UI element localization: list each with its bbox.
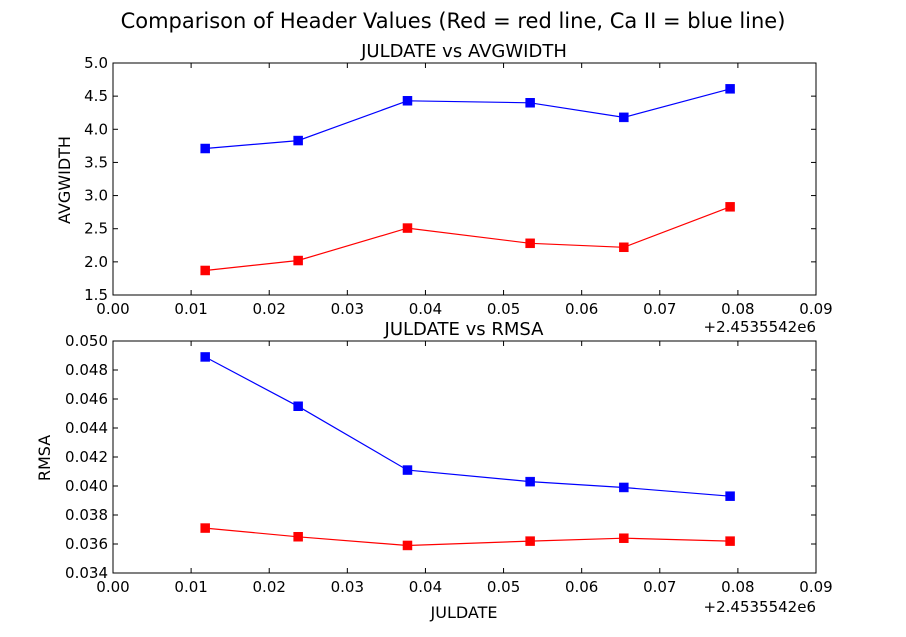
data-point <box>402 96 413 106</box>
data-point <box>293 255 303 266</box>
y-tick-label: 0.040 <box>65 477 108 495</box>
data-point <box>293 532 303 542</box>
data-point <box>402 223 413 233</box>
data-point <box>402 540 413 551</box>
data-point <box>725 84 735 94</box>
data-point <box>200 523 210 533</box>
x-offset-label-rmsa: +2.4535542e6 <box>704 598 816 616</box>
y-tick-label: 0.042 <box>65 448 108 466</box>
y-axis-label-avgwidth: AVGWIDTH <box>55 136 74 224</box>
y-tick-label: 0.036 <box>65 535 108 553</box>
x-tick-label: 0.04 <box>409 300 442 318</box>
x-offset-label-avgwidth: +2.4535542e6 <box>704 318 816 336</box>
y-tick-label: 0.038 <box>65 506 108 524</box>
y-tick-label: 5.0 <box>84 54 108 72</box>
data-point <box>200 143 210 154</box>
plot-frame-avgwidth <box>112 62 817 296</box>
x-tick-label: 0.02 <box>253 578 286 596</box>
y-tick-label: 4.5 <box>84 87 108 105</box>
x-tick-label: 0.07 <box>643 578 676 596</box>
x-tick-label: 0.01 <box>174 300 207 318</box>
data-point <box>525 98 535 108</box>
series-line <box>204 356 731 497</box>
data-point <box>725 491 735 501</box>
rmsa-panel: JULDATE vs RMSA RMSA JULDATE +2.4535542e… <box>35 319 833 622</box>
data-point <box>725 202 735 212</box>
figure-suptitle: Comparison of Header Values (Red = red l… <box>121 9 786 33</box>
data-point <box>619 533 629 543</box>
y-tick-label: 0.044 <box>65 419 108 437</box>
panel-title-avgwidth: JULDATE vs AVGWIDTH <box>360 41 567 62</box>
panel-title-rmsa: JULDATE vs RMSA <box>384 319 545 340</box>
x-tick-label: 0.00 <box>96 578 129 596</box>
x-tick-label: 0.03 <box>331 578 364 596</box>
y-tick-label: 4.0 <box>84 120 108 138</box>
data-point <box>293 401 303 411</box>
data-point <box>525 238 535 249</box>
data-point <box>619 242 629 253</box>
x-tick-label: 0.09 <box>799 300 832 318</box>
data-point <box>619 112 629 123</box>
data-point <box>525 476 535 487</box>
x-tick-label: 0.02 <box>253 300 286 318</box>
x-tick-label: 0.06 <box>565 300 598 318</box>
x-tick-label: 0.00 <box>96 300 129 318</box>
x-tick-label: 0.04 <box>409 578 442 596</box>
x-tick-label: 0.05 <box>487 300 520 318</box>
x-tick-label: 0.09 <box>799 578 832 596</box>
x-tick-label: 0.07 <box>643 300 676 318</box>
x-tick-label: 0.05 <box>487 578 520 596</box>
y-tick-label: 0.050 <box>65 332 108 350</box>
data-point <box>402 465 413 475</box>
x-tick-label: 0.01 <box>174 578 207 596</box>
data-point <box>525 536 535 546</box>
y-tick-label: 3.5 <box>84 153 108 171</box>
x-tick-label: 0.08 <box>721 300 754 318</box>
avgwidth-panel: JULDATE vs AVGWIDTH AVGWIDTH +2.4535542e… <box>55 41 833 336</box>
data-point <box>293 135 303 146</box>
plot-frame-rmsa <box>112 340 817 574</box>
y-tick-label: 0.048 <box>65 361 108 379</box>
x-tick-label: 0.06 <box>565 578 598 596</box>
y-tick-label: 0.034 <box>65 564 108 582</box>
series-line <box>205 527 731 547</box>
data-point <box>725 536 735 546</box>
y-axis-label-rmsa: RMSA <box>35 435 54 481</box>
series-line <box>205 206 731 272</box>
y-tick-label: 3.0 <box>84 187 108 205</box>
series-line <box>205 88 731 150</box>
x-tick-label: 0.03 <box>331 300 364 318</box>
y-tick-label: 2.5 <box>84 220 108 238</box>
y-tick-label: 2.0 <box>84 253 108 271</box>
data-point <box>200 352 210 362</box>
x-axis-label-rmsa: JULDATE <box>430 603 498 622</box>
data-point <box>619 482 629 493</box>
x-tick-label: 0.08 <box>721 578 754 596</box>
data-point <box>200 265 210 276</box>
y-tick-label: 0.046 <box>65 390 108 408</box>
y-tick-label: 1.5 <box>84 286 108 304</box>
